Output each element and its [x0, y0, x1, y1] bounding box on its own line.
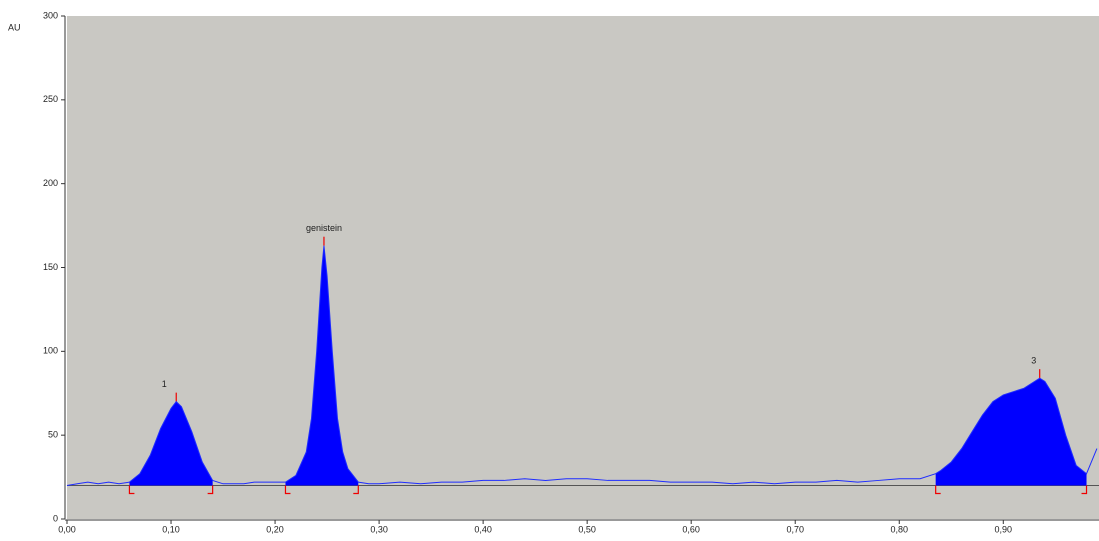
x-tick-label: 0,70: [786, 524, 804, 534]
x-tick-label: 0,30: [370, 524, 388, 534]
y-tick-label: 250: [43, 94, 58, 104]
y-tick-label: 300: [43, 10, 58, 20]
peak-label: 1: [162, 379, 167, 389]
plot-background: [67, 16, 1099, 519]
peak-label: 3: [1031, 356, 1036, 366]
page: AU 0 50 100 150 200 250 300 0,00 0,10 0,20 0,30 0,4…: [0, 0, 1099, 541]
y-tick-label: 100: [43, 346, 58, 356]
x-tick-label: 0,80: [890, 524, 908, 534]
x-tick-label: 0,20: [266, 524, 284, 534]
y-axis-label: AU: [8, 22, 21, 32]
y-tick-label: 200: [43, 178, 58, 188]
x-tick-label: 0,00: [58, 524, 76, 534]
x-tick-label: 0,40: [474, 524, 492, 534]
x-tick-label: 0,10: [162, 524, 180, 534]
y-tick-label: 50: [48, 430, 58, 440]
x-tick-label: 0,60: [682, 524, 700, 534]
x-tick-label: 0,50: [578, 524, 596, 534]
chart: AU 0 50 100 150 200 250 300 0,00 0,10 0,20 0,30 0,4…: [0, 0, 1099, 536]
peak-label: genistein: [306, 223, 342, 233]
y-tick-label: 0: [53, 513, 58, 523]
y-tick-label: 150: [43, 262, 58, 272]
x-tick-label: 0,90: [995, 524, 1013, 534]
